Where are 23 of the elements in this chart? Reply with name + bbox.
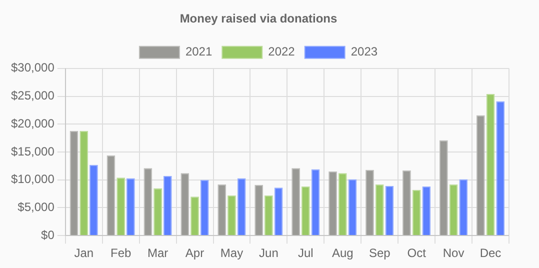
x-tick-label: Oct: [407, 246, 427, 260]
x-tick-label: Dec: [480, 246, 502, 260]
chart-title: Money raised via donations: [180, 12, 338, 26]
y-tick-label: $0: [41, 228, 55, 242]
y-tick-label: $10,000: [10, 172, 55, 186]
legend-label: 2023: [350, 44, 378, 59]
x-tick-label: Feb: [110, 246, 132, 260]
y-tick-label: $15,000: [10, 144, 55, 158]
x-tick-label: May: [220, 246, 244, 260]
x-tick-label: Jul: [298, 246, 314, 260]
legend-label: 2021: [185, 44, 212, 59]
x-tick-label: Nov: [442, 246, 464, 260]
x-tick-label: Jun: [259, 246, 278, 260]
y-tick-label: $25,000: [10, 88, 55, 103]
x-tick-label: Sep: [368, 246, 391, 260]
y-tick-label: $30,000: [10, 60, 55, 75]
y-tick-label: $5,000: [18, 200, 55, 214]
x-tick-label: Aug: [332, 246, 354, 260]
x-tick-label: Apr: [185, 246, 204, 260]
x-tick-label: Mar: [147, 246, 168, 260]
x-tick-label: Jan: [74, 246, 94, 260]
legend-label: 2022: [268, 44, 296, 59]
y-tick-label: $20,000: [10, 116, 55, 130]
